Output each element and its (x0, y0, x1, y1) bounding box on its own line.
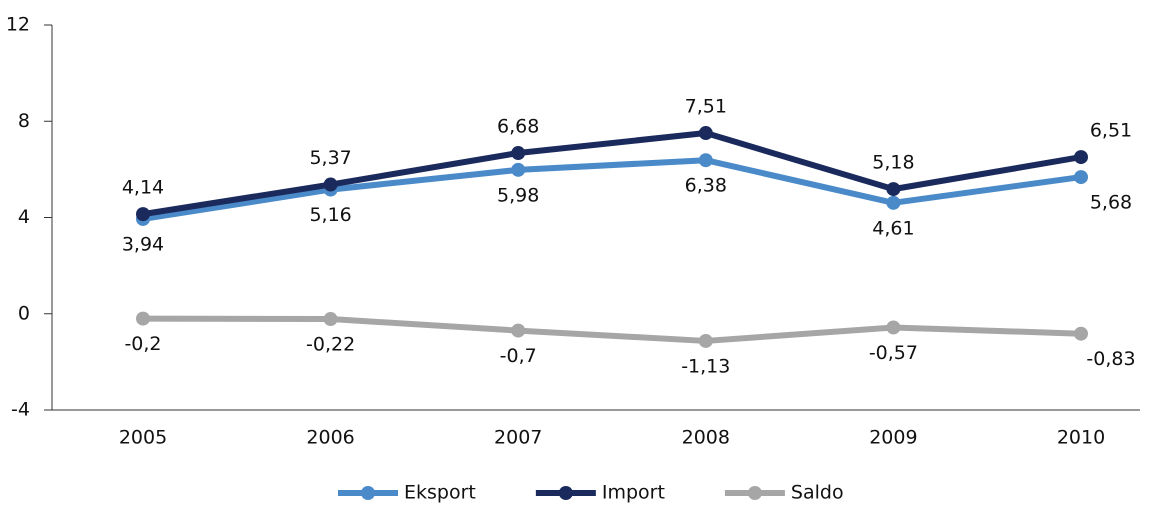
y-tick-label: 12 (6, 14, 30, 36)
point (1074, 150, 1088, 165)
legend-label: Saldo (791, 482, 844, 504)
data-label: -0,83 (1086, 348, 1135, 370)
data-label: 5,18 (872, 152, 914, 174)
point (886, 320, 901, 335)
data-label: -0,57 (869, 342, 918, 364)
y-tick-label: -4 (11, 399, 30, 421)
legend-marker (361, 486, 375, 500)
point (323, 177, 338, 192)
x-tick-label: 2010 (1057, 427, 1105, 449)
legend-marker (747, 486, 762, 500)
data-label: 7,51 (685, 96, 727, 118)
data-label: -0,22 (306, 334, 355, 356)
point (323, 312, 338, 327)
series-line (142, 315, 1082, 344)
legend-marker (558, 486, 573, 500)
x-tick-label: 2005 (119, 427, 167, 449)
point (698, 126, 713, 141)
data-label: -0,7 (500, 345, 537, 367)
data-label: 5,16 (309, 204, 351, 226)
data-label: 5,98 (497, 184, 539, 206)
x-tick-label: 2007 (494, 427, 542, 449)
data-label: 3,94 (122, 233, 164, 255)
data-label: -1,13 (681, 355, 730, 377)
data-label: 4,61 (872, 217, 914, 239)
point (136, 207, 150, 222)
point (511, 323, 526, 338)
data-label: 5,68 (1090, 192, 1132, 214)
x-tick-label: 2006 (306, 427, 354, 449)
point (511, 162, 526, 177)
point (1074, 170, 1088, 185)
point (886, 195, 901, 210)
series-line (142, 157, 1082, 222)
data-label: 6,51 (1090, 120, 1132, 142)
data-label: 6,38 (685, 175, 727, 197)
point (698, 153, 713, 168)
data-label: 6,68 (497, 116, 539, 138)
legend-label: Eksport (404, 482, 476, 504)
legend-label: Import (602, 482, 665, 504)
point (511, 146, 526, 161)
point (1074, 326, 1088, 341)
y-tick-label: 0 (18, 302, 30, 324)
data-label: -0,2 (124, 333, 161, 355)
point (136, 311, 150, 326)
data-label: 4,14 (122, 177, 164, 199)
point (698, 333, 713, 348)
data-label: 5,37 (309, 147, 351, 169)
x-tick-label: 2008 (682, 427, 730, 449)
y-tick-label: 8 (18, 110, 30, 132)
y-tick-label: 4 (18, 206, 30, 228)
point (886, 182, 901, 197)
series-line (142, 130, 1082, 218)
x-tick-label: 2009 (869, 427, 917, 449)
